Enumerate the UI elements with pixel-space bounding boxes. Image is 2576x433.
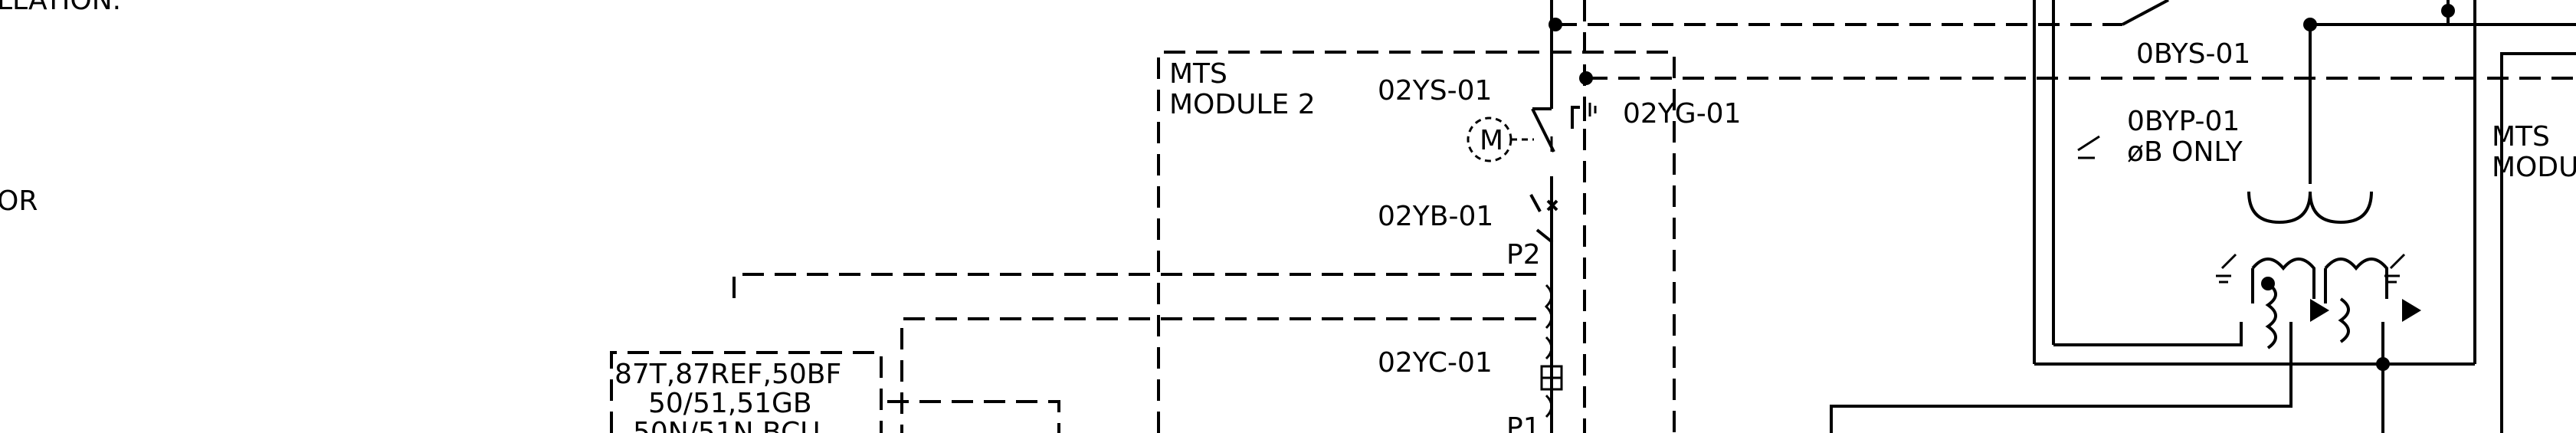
relay-protection-box: 87T,87REF,50BF 50/51,51GB 50N/51N BCU <box>610 351 883 433</box>
port-p2-label: P2 <box>1506 239 1541 271</box>
mts-module-right: MTS MODU <box>2492 52 2576 433</box>
pt-label: 0BYP-01 <box>2127 106 2240 137</box>
main-conductor <box>1550 0 1586 433</box>
ground-switch-label: 02YG-01 <box>1623 98 1742 130</box>
ct-coil-icon <box>1545 336 1553 360</box>
relay-box-line1: 87T,87REF,50BF <box>615 359 841 390</box>
arrow-icon <box>2402 299 2421 322</box>
pt-primary-winding-icon <box>2247 191 2373 225</box>
control-wiring-top <box>1549 18 2576 85</box>
junction-dot <box>1579 71 1593 85</box>
module-2-title-line1: MTS <box>1169 58 1227 90</box>
relay-box-line2: 50/51,51GB <box>648 388 812 419</box>
ground-switch-02yg-01: 02YG-01 <box>1571 98 1742 130</box>
breaker-x-icon <box>1546 199 1558 212</box>
pt-note: øB ONLY <box>2127 136 2243 168</box>
module-2-title-line2: MODULE 2 <box>1169 89 1316 120</box>
module-right-title-line2: MODU <box>2492 152 2576 183</box>
switch-0bys-01-label: 0BYS-01 <box>2136 38 2250 70</box>
junction-dot <box>1549 18 1562 31</box>
ct-02yc-01: 02YC-01 P1 <box>1378 284 1563 433</box>
port-p1-label: P1 <box>1506 412 1541 433</box>
breaker-02yb-01: 02YB-01 P2 <box>1378 194 1558 271</box>
module-right-title-line1: MTS <box>2492 121 2550 153</box>
ct-control-leads <box>732 273 1536 433</box>
ct-label: 02YC-01 <box>1378 347 1493 379</box>
pt-secondary-windings <box>1830 253 2475 433</box>
mts-module-2-enclosure: MTS MODULE 2 <box>1157 51 1676 433</box>
pt-ground-icon <box>2077 135 2100 159</box>
note-text-installation: LLATION. <box>0 0 121 16</box>
ct-coil-icon <box>1545 394 1553 418</box>
relay-box-line3: 50N/51N BCU <box>633 417 821 433</box>
pt-0byp-01: 0BYP-01 øB ONLY <box>2077 25 2373 225</box>
arrow-icon <box>2310 299 2329 322</box>
ct-coil-icon <box>1544 284 1553 330</box>
motor-symbol: M <box>1480 125 1503 156</box>
note-text-or: OR <box>0 185 38 217</box>
switch-0bys-01: 0BYS-01 <box>2033 0 2576 364</box>
breaker-label: 02YB-01 <box>1378 201 1493 232</box>
junction-dot <box>2441 4 2455 18</box>
switch-02ys-01: 02YS-01 M <box>1378 75 1555 162</box>
switch-02ys-01-label: 02YS-01 <box>1378 75 1492 107</box>
